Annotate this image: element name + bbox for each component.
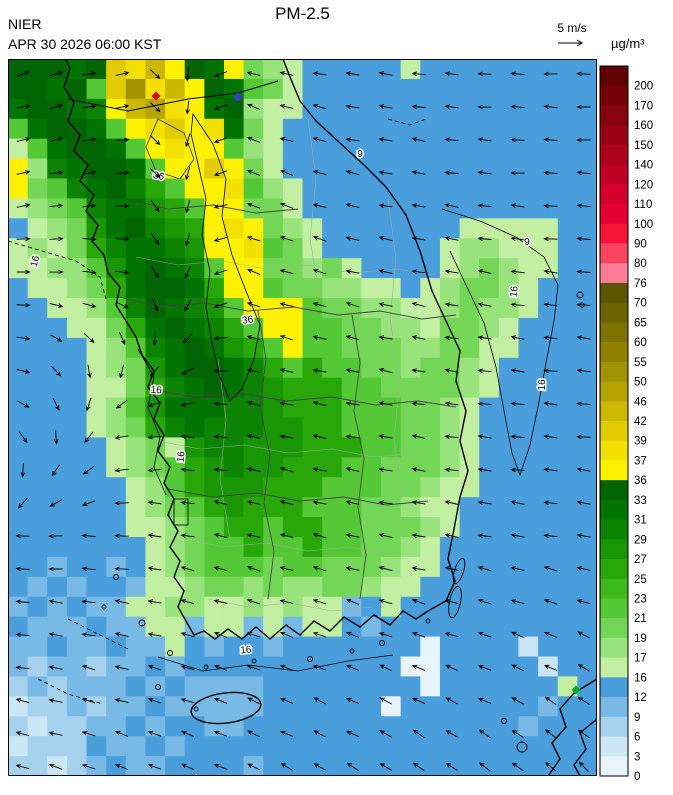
svg-text:37: 37 (634, 455, 647, 467)
wind-scale-label: 5 m/s (557, 21, 587, 35)
svg-text:120: 120 (634, 179, 653, 191)
svg-text:16: 16 (29, 254, 43, 268)
svg-text:25: 25 (634, 574, 647, 586)
units-label: µg/m³ (611, 36, 645, 51)
svg-text:33: 33 (634, 495, 647, 507)
svg-text:16: 16 (176, 450, 188, 462)
agency-label: NIER (8, 16, 42, 32)
svg-text:3: 3 (634, 751, 640, 763)
svg-text:9: 9 (357, 149, 363, 160)
svg-text:70: 70 (634, 298, 647, 310)
svg-text:36: 36 (241, 314, 254, 327)
svg-text:17: 17 (634, 653, 647, 665)
svg-text:31: 31 (634, 515, 647, 527)
svg-text:110: 110 (634, 199, 652, 211)
svg-text:9: 9 (524, 237, 530, 248)
svg-text:0: 0 (634, 771, 640, 783)
svg-text:39: 39 (634, 436, 647, 448)
svg-text:200: 200 (634, 81, 653, 93)
svg-text:65: 65 (634, 317, 647, 329)
svg-text:100: 100 (634, 219, 653, 231)
colorbar-segments (600, 66, 628, 777)
svg-text:16: 16 (634, 672, 647, 684)
station-markers (151, 91, 581, 695)
svg-text:16: 16 (150, 385, 162, 397)
svg-text:9: 9 (634, 712, 640, 724)
svg-text:29: 29 (634, 534, 647, 546)
japan-coastline (547, 678, 597, 776)
svg-text:36: 36 (634, 475, 647, 487)
svg-text:60: 60 (634, 337, 647, 349)
colorbar-frame (599, 65, 629, 777)
svg-text:6: 6 (634, 732, 640, 744)
page-title: PM-2.5 (275, 4, 330, 23)
colorbar-tick-labels: 2001701601501401201101009080767065605550… (634, 81, 653, 783)
svg-text:150: 150 (634, 140, 653, 152)
svg-text:12: 12 (634, 692, 647, 704)
svg-text:55: 55 (634, 357, 647, 369)
svg-text:160: 160 (634, 120, 653, 132)
map-frame (8, 59, 597, 776)
wind-vector-arrows (15, 67, 591, 773)
svg-text:27: 27 (634, 554, 647, 566)
svg-text:46: 46 (634, 396, 647, 408)
svg-text:21: 21 (634, 613, 647, 625)
concentration-contours (8, 112, 559, 705)
svg-text:90: 90 (634, 239, 647, 251)
svg-text:19: 19 (634, 633, 647, 645)
wind-scale-arrow-icon (558, 39, 583, 47)
svg-text:23: 23 (634, 594, 647, 606)
colorbar: 2001701601501401201101009080767065605550… (599, 65, 653, 783)
svg-text:42: 42 (634, 416, 647, 428)
svg-text:170: 170 (634, 100, 653, 112)
svg-text:140: 140 (634, 160, 653, 172)
svg-text:76: 76 (634, 278, 647, 290)
svg-text:50: 50 (634, 377, 647, 389)
svg-text:16: 16 (508, 285, 520, 298)
svg-text:16: 16 (240, 645, 252, 657)
pm25-raster-layer (8, 59, 597, 776)
svg-text:80: 80 (634, 258, 647, 270)
svg-text:16: 16 (537, 379, 548, 391)
coastline (63, 59, 597, 776)
datetime-label: APR 30 2026 06:00 KST (8, 36, 162, 52)
